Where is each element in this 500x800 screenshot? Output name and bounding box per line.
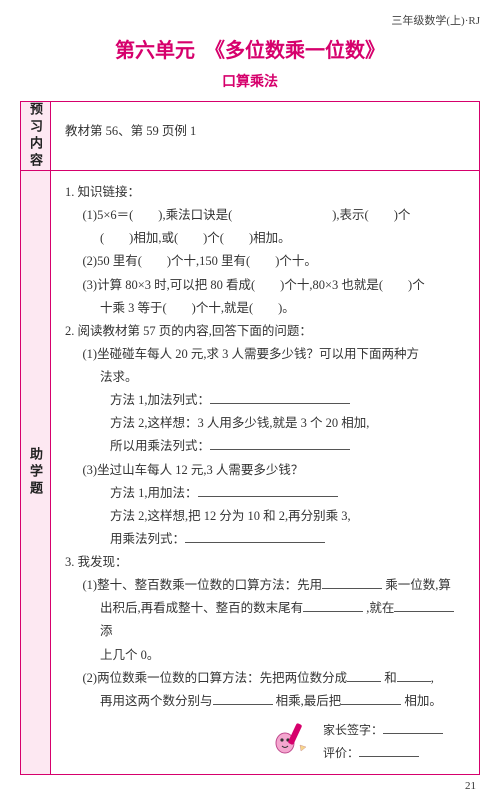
f1: (1)整十、整百数乘一位数的口算方法：先用 乘一位数,算 bbox=[65, 574, 467, 597]
m2b-label: 所以用乘法列式： bbox=[110, 439, 210, 453]
f1e: 添 bbox=[100, 624, 113, 638]
page-number: 21 bbox=[465, 780, 476, 792]
m2bb: 用乘法列式： bbox=[65, 528, 467, 551]
m1b-label: 方法 1,用加法： bbox=[110, 486, 198, 500]
unit-title: 第六单元 《多位数乘一位数》 bbox=[20, 34, 480, 63]
preview-cell: 教材第 56、第 59 页例 1 bbox=[51, 102, 479, 170]
blank bbox=[210, 439, 350, 451]
f2c: , bbox=[431, 671, 434, 685]
q1-1a: (1)5×6＝( ),乘法口诀是( ),表示( )个 bbox=[65, 204, 467, 227]
eval-label: 评价： bbox=[323, 746, 359, 760]
blank bbox=[397, 670, 431, 682]
m1: 方法 1,加法列式： bbox=[65, 389, 467, 412]
q1-2: (2)50 里有( )个十,150 里有( )个十。 bbox=[65, 250, 467, 273]
blank bbox=[213, 693, 273, 705]
eval-line: 评价： bbox=[323, 742, 467, 765]
sig-label: 家长签字： bbox=[323, 723, 383, 737]
sub-title: 口算乘法 bbox=[20, 71, 480, 91]
blank bbox=[383, 722, 443, 733]
f1a: (1)整十、整百数乘一位数的口算方法：先用 bbox=[83, 578, 323, 592]
m1-label: 方法 1,加法列式： bbox=[110, 393, 210, 407]
pencil-icon bbox=[270, 717, 312, 767]
f2d: 再用这两个数分别与 bbox=[100, 694, 213, 708]
m2ba: 方法 2,这样想,把 12 分为 10 和 2,再分别乘 3, bbox=[65, 505, 467, 528]
q1-1b: ( )相加,或( )个( )相加。 bbox=[65, 227, 467, 250]
h3: 3. 我发现： bbox=[65, 551, 467, 574]
page-header: 三年级数学(上)·RJ bbox=[20, 12, 480, 28]
h2: 2. 阅读教材第 57 页的内容,回答下面的问题： bbox=[65, 320, 467, 343]
preview-label: 预习内容 bbox=[21, 102, 51, 170]
blank bbox=[185, 531, 325, 543]
blank bbox=[347, 670, 381, 682]
helper-row: 助学题 1. 知识链接： (1)5×6＝( ),乘法口诀是( ),表示( )个 … bbox=[21, 171, 479, 775]
f2: (2)两位数乘一位数的口算方法：先把两位数分成 和, bbox=[65, 667, 467, 690]
blank bbox=[359, 745, 419, 756]
m2a: 方法 2,这样想：3 人用多少钱,就是 3 个 20 相加, bbox=[65, 412, 467, 435]
h1: 1. 知识链接： bbox=[65, 181, 467, 204]
m2bb-label: 用乘法列式： bbox=[110, 532, 185, 546]
helper-label: 助学题 bbox=[21, 171, 51, 774]
f2b: 和 bbox=[384, 671, 397, 685]
f2a: (2)两位数乘一位数的口算方法：先把两位数分成 bbox=[83, 671, 348, 685]
f1-line3: 上几个 0。 bbox=[65, 644, 467, 667]
blank bbox=[341, 693, 401, 705]
blank bbox=[210, 392, 350, 404]
blank bbox=[322, 577, 382, 589]
m1b: 方法 1,用加法： bbox=[65, 482, 467, 505]
f1-line2: 出积后,再看成整十、整百的数末尾有 ,就在 添 bbox=[65, 597, 467, 643]
blank bbox=[303, 600, 363, 612]
q1-3b: 十乘 3 等于( )个十,就是( )。 bbox=[65, 297, 467, 320]
q2-1b: 法求。 bbox=[65, 366, 467, 389]
f2e: 相乘,最后把 bbox=[276, 694, 342, 708]
signature-line: 家长签字： bbox=[323, 719, 467, 742]
content-table: 预习内容 教材第 56、第 59 页例 1 bbox=[20, 101, 480, 171]
f2f: 相加。 bbox=[404, 694, 442, 708]
f1b: 乘一位数,算 bbox=[385, 578, 451, 592]
q2-3: (3)坐过山车每人 12 元,3 人需要多少钱？ bbox=[65, 459, 467, 482]
footer-block: 家长签字： 评价： bbox=[65, 719, 467, 765]
f1c: 出积后,再看成整十、整百的数末尾有 bbox=[100, 601, 303, 615]
q1-3a: (3)计算 80×3 时,可以把 80 看成( )个十,80×3 也就是( )个 bbox=[65, 274, 467, 297]
f2-line2: 再用这两个数分别与 相乘,最后把 相加。 bbox=[65, 690, 467, 713]
f1d: ,就在 bbox=[366, 601, 394, 615]
blank bbox=[394, 600, 454, 612]
content-table-2: 助学题 1. 知识链接： (1)5×6＝( ),乘法口诀是( ),表示( )个 … bbox=[20, 171, 480, 775]
preview-row: 预习内容 教材第 56、第 59 页例 1 bbox=[21, 102, 479, 171]
q2-1a: (1)坐碰碰车每人 20 元,求 3 人需要多少钱？可以用下面两种方 bbox=[65, 343, 467, 366]
preview-text: 教材第 56、第 59 页例 1 bbox=[65, 124, 196, 138]
helper-cell: 1. 知识链接： (1)5×6＝( ),乘法口诀是( ),表示( )个 ( )相… bbox=[51, 171, 479, 774]
m2b: 所以用乘法列式： bbox=[65, 435, 467, 458]
blank bbox=[198, 485, 338, 497]
